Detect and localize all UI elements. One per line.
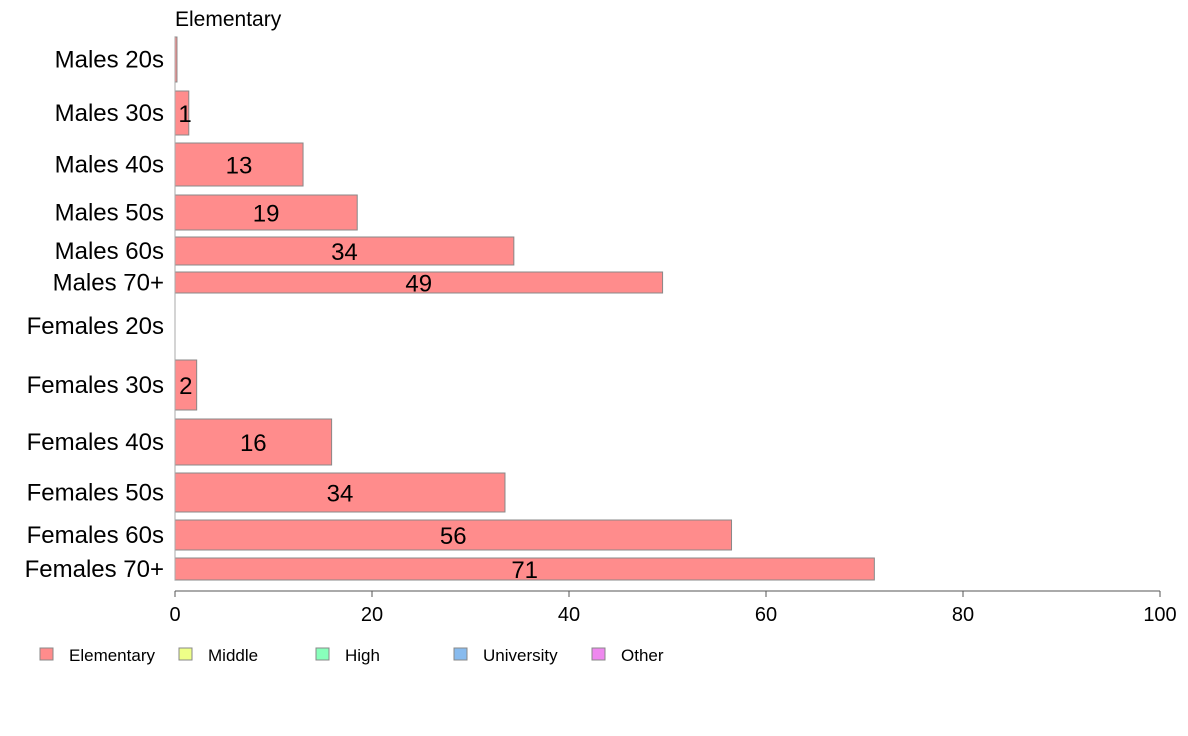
category-label: Males 60s <box>55 238 164 265</box>
legend-swatch <box>453 647 468 661</box>
category-label: Females 50s <box>27 480 164 507</box>
data-label: 16 <box>240 430 267 457</box>
category-label: Females 40s <box>27 429 164 456</box>
category-label: Males 20s <box>55 47 164 74</box>
data-label: 56 <box>440 523 467 550</box>
bar <box>174 418 333 466</box>
data-label: 13 <box>226 153 253 180</box>
x-tick-label: 40 <box>558 604 580 626</box>
legend-swatch <box>315 647 330 661</box>
x-tick-label: 80 <box>952 604 974 626</box>
legend-label: Other <box>621 646 664 665</box>
legend-label: High <box>345 646 380 665</box>
category-label: Females 20s <box>27 313 164 340</box>
legend-label: University <box>483 646 558 665</box>
legend-swatch <box>39 647 54 661</box>
data-label: 71 <box>511 557 538 584</box>
legend-swatch <box>591 647 606 661</box>
legend-swatch <box>178 647 193 661</box>
bar <box>174 519 733 551</box>
category-label: Males 30s <box>55 100 164 127</box>
category-label: Females 30s <box>27 372 164 399</box>
x-tick-label: 0 <box>169 604 180 626</box>
data-label: 19 <box>253 201 280 228</box>
legend-label: Elementary <box>69 646 155 665</box>
category-label: Females 70+ <box>25 556 164 583</box>
data-label: 49 <box>405 271 432 298</box>
chart-title: Elementary <box>175 8 282 31</box>
category-label: Females 60s <box>27 522 164 549</box>
data-label: 2 <box>179 373 192 400</box>
bar <box>174 142 304 187</box>
bar <box>174 472 506 513</box>
data-label: 34 <box>327 481 354 508</box>
data-label: 1 <box>178 101 191 128</box>
x-tick-label: 100 <box>1143 604 1176 626</box>
category-label: Males 50s <box>55 200 164 227</box>
category-label: Males 40s <box>55 152 164 179</box>
legend-label: Middle <box>208 646 258 665</box>
data-label: 34 <box>331 239 358 266</box>
category-label: Males 70+ <box>53 270 164 297</box>
x-tick-label: 20 <box>361 604 383 626</box>
x-tick-label: 60 <box>755 604 777 626</box>
bar <box>174 194 358 231</box>
